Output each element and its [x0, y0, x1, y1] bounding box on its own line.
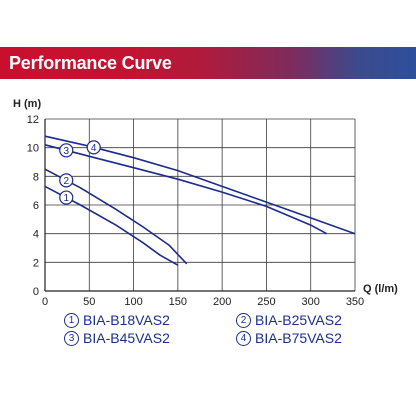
y-axis-label: H (m) [13, 98, 41, 110]
x-tick-label: 100 [124, 296, 142, 308]
y-tick-label: 2 [33, 257, 39, 269]
legend-label-2: BIA-B25VAS2 [255, 312, 342, 328]
y-tick-label: 4 [33, 229, 39, 241]
x-tick-label: 0 [42, 296, 48, 308]
x-tick-label: 350 [346, 296, 364, 308]
curve-line-3 [44, 144, 328, 235]
curve-marker-1 [59, 190, 74, 205]
x-axis-label: Q (l/m) [363, 283, 398, 295]
legend-label-1: BIA-B18VAS2 [83, 312, 170, 328]
curve-marker-3 [59, 143, 74, 158]
x-tick-label: 200 [213, 296, 231, 308]
y-tick-label: 0 [33, 286, 39, 298]
x-tick-label: 50 [83, 296, 95, 308]
curve-marker-label-1: 1 [63, 193, 69, 204]
curve-marker-label-3: 3 [63, 146, 69, 157]
series-1: 1 [44, 185, 179, 266]
curve-line-2 [44, 168, 188, 265]
legend-marker-3: 3 [64, 330, 79, 346]
y-tick-label: 8 [33, 171, 39, 183]
series-4: 4 [44, 135, 356, 235]
curve-marker-label-2: 2 [63, 176, 69, 187]
y-tick-label: 12 [27, 114, 39, 126]
legend-item-3: 3 BIA-B45VAS2 [64, 330, 170, 346]
series-2: 2 [44, 168, 188, 265]
title-banner: Performance Curve [0, 47, 416, 79]
x-tick-label: 150 [169, 296, 187, 308]
legend-marker-2: 2 [236, 312, 251, 328]
chart-title: Performance Curve [9, 53, 172, 73]
legend-label-3: BIA-B45VAS2 [83, 330, 170, 346]
series-3: 3 [44, 143, 328, 235]
curve-marker-2 [59, 173, 74, 188]
y-tick-label: 6 [33, 200, 39, 212]
curve-marker-label-4: 4 [91, 143, 97, 154]
legend-label-4: BIA-B75VAS2 [255, 330, 342, 346]
legend-item-1: 1 BIA-B18VAS2 [64, 312, 170, 328]
curve-line-1 [44, 185, 179, 266]
x-tick-label: 250 [257, 296, 275, 308]
legend-item-4: 4 BIA-B75VAS2 [236, 330, 342, 346]
curve-marker-4 [86, 140, 101, 155]
y-tick-label: 10 [27, 143, 39, 155]
legend-item-2: 2 BIA-B25VAS2 [236, 312, 342, 328]
x-tick-label: 300 [302, 296, 320, 308]
curves: 1 2 3 4 [44, 135, 356, 266]
legend-marker-4: 4 [236, 330, 251, 346]
legend-marker-1: 1 [64, 312, 79, 328]
